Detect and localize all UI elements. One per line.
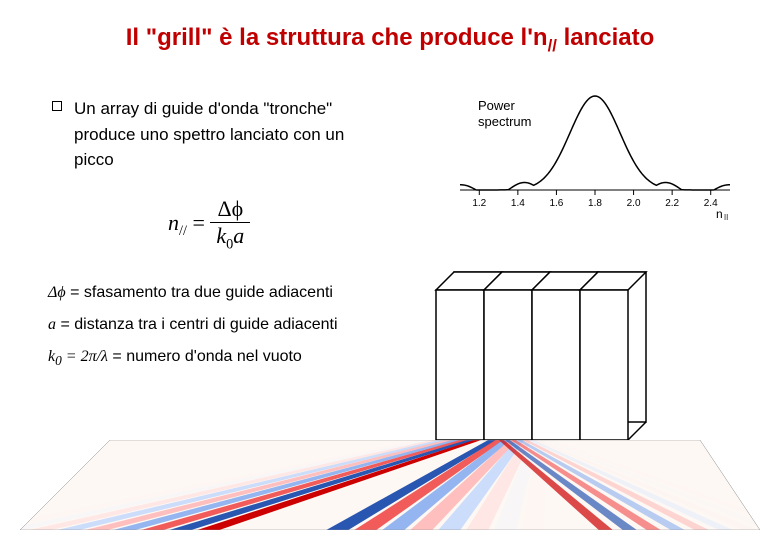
formula-n-parallel: n// = Δϕ k0a [168,196,250,253]
definition-line: k0 = 2π/λ = numero d'onda nel vuoto [48,348,338,369]
svg-text:2.2: 2.2 [665,198,679,209]
formula-den-k: k [216,223,226,248]
definition-line: a = distanza tra i centri di guide adiac… [48,316,338,334]
bullet-text: Un array di guide d'onda "tronche" produ… [74,96,372,173]
wave-svg [20,440,760,530]
title-subscript: // [548,36,557,55]
svg-text:1.6: 1.6 [549,198,563,209]
bullet-item: Un array di guide d'onda "tronche" produ… [52,96,372,173]
definitions-block: Δϕ = sfasamento tra due guide adiacenti a… [48,284,338,383]
definition-text: = numero d'onda nel vuoto [108,348,302,365]
definition-symbol: Δϕ [48,284,66,301]
formula-den-a: a [233,223,244,248]
title-suffix: lanciato [557,24,654,51]
formula-fraction: Δϕ k0a [210,196,250,253]
definition-line: Δϕ = sfasamento tra due guide adiacenti [48,284,338,302]
definition-symbol: a [48,316,56,333]
slide-title: Il "grill" è la struttura che produce l'… [0,24,780,56]
formula-eq: = [192,210,210,235]
definition-text: = sfasamento tra due guide adiacenti [66,284,333,301]
svg-text:1.4: 1.4 [511,198,525,209]
formula-lhs-sub: // [179,223,187,239]
power-spectrum-svg: Powerspectrum1.21.41.61.82.02.22.4n|| [450,90,740,220]
svg-text:2.0: 2.0 [627,198,641,209]
formula-numerator: Δϕ [210,196,250,223]
title-prefix: Il "grill" è la struttura che produce l'… [126,24,548,51]
power-spectrum-chart: Powerspectrum1.21.41.61.82.02.22.4n|| [450,90,740,220]
bullet-marker [52,101,62,111]
wave-propagation-pattern [20,440,760,530]
svg-text:1.8: 1.8 [588,198,602,209]
definition-symbol: k0 = 2π/λ [48,348,108,365]
formula-denominator: k0a [210,223,250,253]
svg-text:n: n [716,207,723,220]
svg-text:||: || [724,213,728,220]
waveguide-grill-diagram [430,265,660,455]
formula-lhs-n: n [168,210,179,235]
svg-text:spectrum: spectrum [478,114,531,129]
waveguide-svg [430,265,660,455]
definition-text: = distanza tra i centri di guide adiacen… [56,316,338,333]
svg-text:1.2: 1.2 [472,198,486,209]
svg-text:Power: Power [478,98,516,113]
